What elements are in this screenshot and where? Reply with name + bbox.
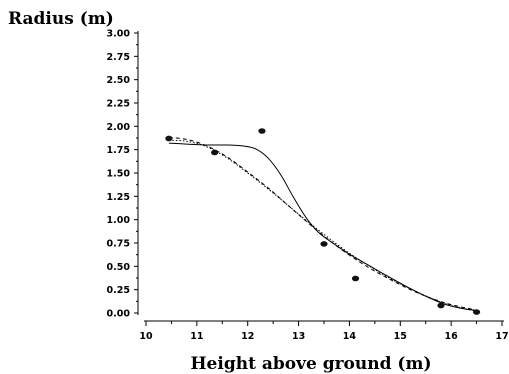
x-axis-label: Height above ground (m) <box>191 354 432 374</box>
data-point <box>165 135 173 142</box>
y-tick-label: 2.50 <box>107 75 131 86</box>
y-tick-label: 2.75 <box>107 52 130 63</box>
fit-curve-solid <box>168 142 477 311</box>
x-tick-label: 12 <box>241 331 254 342</box>
y-ticks: 0.00 0.25 0.50 0.75 1.00 1.25 1.50 1.75 2.00 2.25… <box>107 29 138 320</box>
y-tick-label: 3.00 <box>107 29 131 40</box>
y-tick-label: 2.25 <box>107 99 130 110</box>
y-tick-label: 0.75 <box>107 239 130 250</box>
data-point <box>472 309 481 315</box>
y-tick-label: 1.25 <box>107 192 130 203</box>
x-ticks: 10 11 12 13 14 15 16 17 <box>139 321 509 342</box>
x-tick-label: 10 <box>139 331 153 342</box>
y-tick-label: 1.50 <box>107 169 131 180</box>
data-point <box>258 128 266 134</box>
fit-curves <box>168 137 477 312</box>
data-point <box>351 275 360 282</box>
fit-curve-dashed <box>168 137 477 311</box>
y-tick-label: 0.25 <box>107 285 130 296</box>
y-tick-label: 1.75 <box>107 145 130 156</box>
y-tick-label: 2.00 <box>107 122 131 133</box>
x-tick-label: 16 <box>445 331 459 342</box>
axes <box>137 31 504 322</box>
x-tick-label: 15 <box>394 331 407 342</box>
y-tick-label: 1.00 <box>107 215 131 226</box>
x-tick-label: 17 <box>495 331 508 342</box>
y-tick-label: 0.00 <box>107 309 131 320</box>
fit-curve-dotted <box>168 139 477 312</box>
data-point <box>211 149 219 156</box>
data-point <box>437 302 445 309</box>
y-tick-label: 0.50 <box>107 262 131 273</box>
x-tick-label: 11 <box>190 331 203 342</box>
data-points <box>165 128 481 315</box>
x-tick-label: 13 <box>292 331 305 342</box>
data-point <box>320 241 328 247</box>
y-axis-label: Radius (m) <box>8 9 114 29</box>
x-tick-label: 14 <box>343 331 357 342</box>
